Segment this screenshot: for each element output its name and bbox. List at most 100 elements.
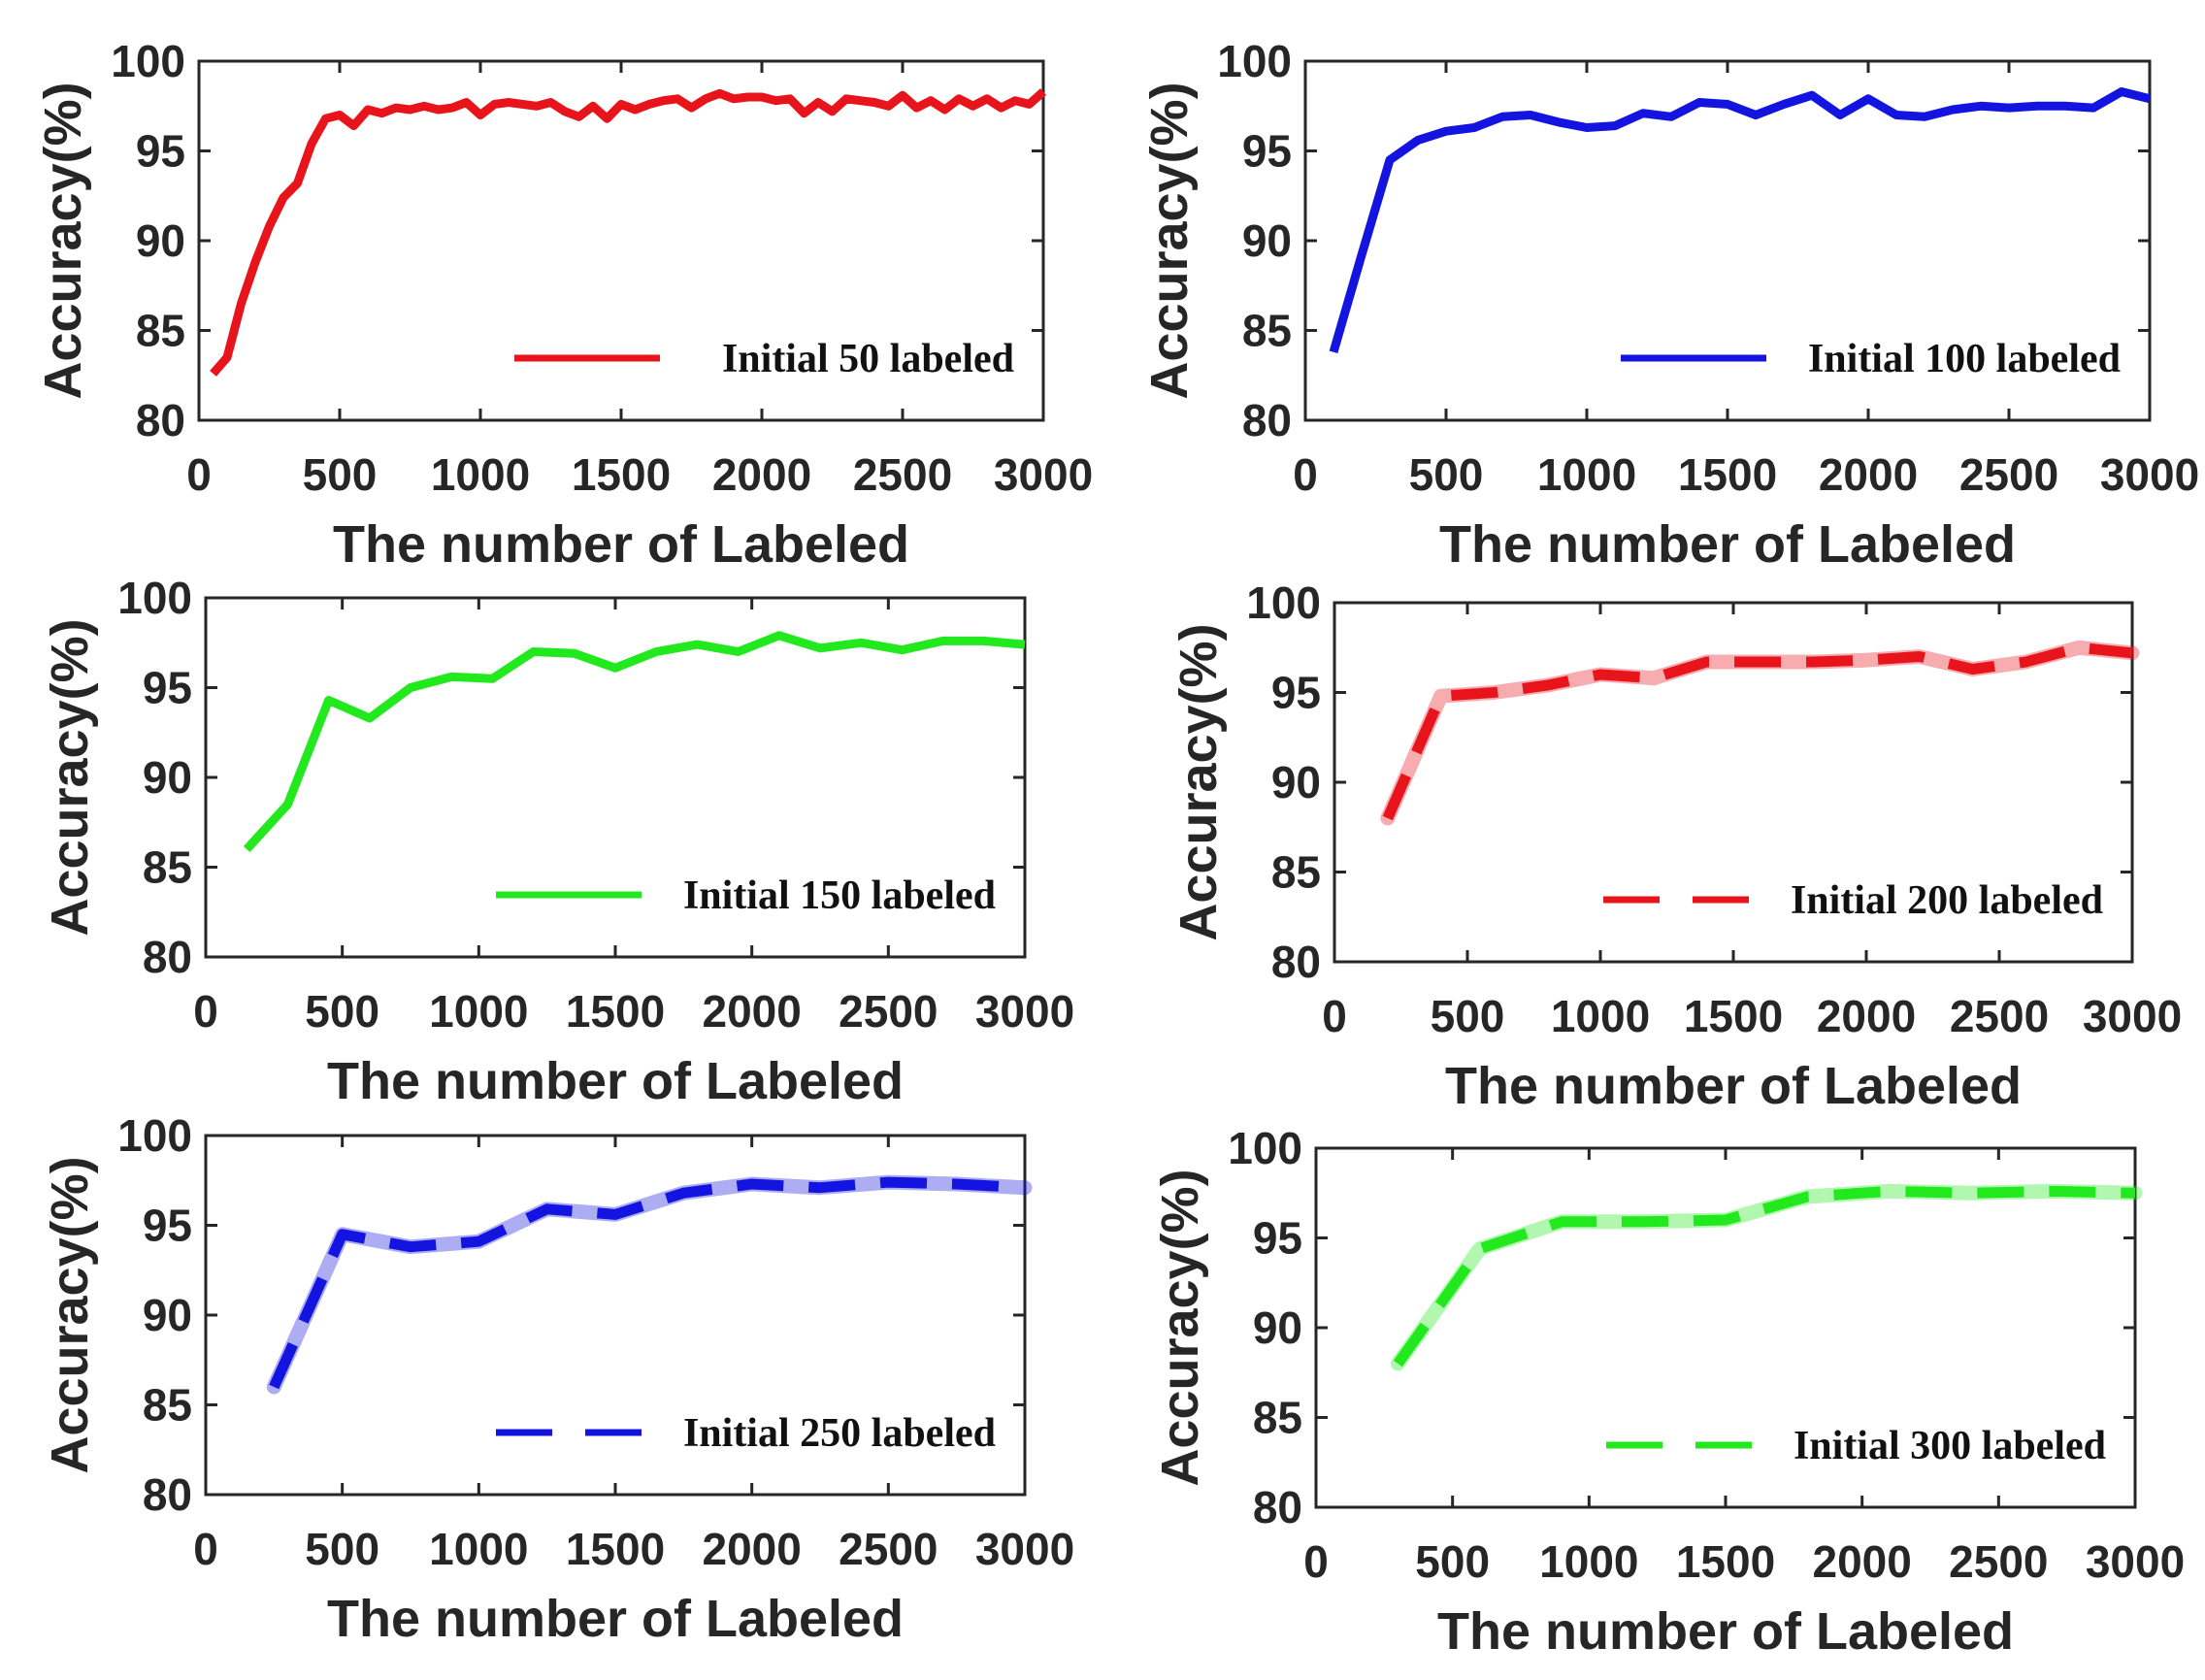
data-point bbox=[619, 102, 623, 106]
y-tick-label: 90 bbox=[1271, 757, 1321, 807]
data-point bbox=[2024, 660, 2027, 664]
data-point bbox=[324, 116, 328, 120]
x-tick-label: 1500 bbox=[566, 1524, 665, 1574]
data-point bbox=[409, 1245, 412, 1249]
data-point bbox=[1866, 97, 1870, 101]
x-tick-label: 2000 bbox=[702, 1524, 801, 1574]
y-tick-label: 95 bbox=[143, 1201, 192, 1251]
y-axis-label: Accuracy(%) bbox=[1140, 82, 1199, 399]
data-point bbox=[1444, 129, 1448, 133]
x-tick-label: 0 bbox=[1322, 991, 1347, 1041]
data-point bbox=[394, 106, 398, 110]
data-point bbox=[1864, 658, 1868, 662]
data-point bbox=[310, 142, 313, 146]
x-tick-label: 2500 bbox=[839, 1524, 938, 1574]
data-point bbox=[718, 91, 722, 95]
data-point bbox=[1782, 102, 1786, 106]
data-point bbox=[1557, 120, 1561, 124]
data-point bbox=[1023, 642, 1027, 646]
x-tick-label: 500 bbox=[305, 1524, 379, 1574]
series-line bbox=[1329, 87, 2152, 353]
data-point bbox=[859, 641, 863, 644]
x-tick-label: 2500 bbox=[839, 986, 938, 1037]
data-point bbox=[886, 1180, 890, 1184]
data-point bbox=[695, 642, 699, 646]
data-point bbox=[577, 115, 581, 118]
data-point bbox=[777, 634, 781, 638]
data-point bbox=[1642, 1220, 1646, 1224]
data-point bbox=[1529, 114, 1532, 117]
data-point bbox=[788, 97, 792, 101]
data-point bbox=[859, 99, 863, 103]
y-tick-label: 85 bbox=[136, 306, 185, 356]
data-point bbox=[957, 97, 961, 101]
data-point bbox=[272, 1385, 276, 1389]
series-line bbox=[1382, 642, 2133, 821]
data-point bbox=[1500, 115, 1504, 118]
data-point bbox=[296, 181, 300, 185]
legend-label: Initial 200 labeled bbox=[1791, 878, 2103, 923]
data-point bbox=[545, 1207, 549, 1211]
data-point bbox=[1697, 101, 1701, 105]
data-point bbox=[1724, 1218, 1728, 1222]
data-point bbox=[1888, 1189, 1892, 1193]
data-point bbox=[1810, 93, 1814, 97]
data-point bbox=[1028, 102, 1032, 106]
x-tick-label: 2000 bbox=[1819, 449, 1918, 500]
x-tick-label: 2500 bbox=[1950, 991, 2049, 1041]
y-tick-label: 100 bbox=[111, 36, 185, 86]
x-tick-label: 1000 bbox=[1539, 1536, 1638, 1587]
y-tick-label: 100 bbox=[1217, 36, 1292, 86]
y-tick-label: 85 bbox=[1242, 306, 1292, 356]
data-point bbox=[1472, 125, 1476, 129]
data-point bbox=[613, 666, 617, 670]
data-point bbox=[341, 1233, 345, 1236]
data-point bbox=[493, 102, 497, 106]
y-tick-label: 80 bbox=[1253, 1482, 1302, 1532]
data-point bbox=[760, 95, 764, 99]
data-point bbox=[1478, 1247, 1482, 1251]
data-point bbox=[818, 1186, 822, 1190]
data-point bbox=[1439, 694, 1443, 698]
data-point bbox=[818, 646, 822, 650]
data-point bbox=[380, 112, 384, 115]
x-axis-label: The number of Labeled bbox=[1445, 1057, 2022, 1115]
x-tick-label: 0 bbox=[1303, 1536, 1329, 1587]
data-point bbox=[1560, 1220, 1563, 1224]
x-tick-label: 1000 bbox=[1537, 449, 1636, 500]
data-point bbox=[2120, 89, 2123, 93]
x-axis-label: The number of Labeled bbox=[327, 1590, 904, 1648]
x-tick-label: 3000 bbox=[975, 986, 1074, 1037]
data-point bbox=[690, 106, 694, 110]
y-tick-label: 80 bbox=[136, 395, 185, 445]
data-point bbox=[634, 108, 638, 112]
series-line-shadow bbox=[266, 1174, 1033, 1395]
data-point bbox=[327, 698, 331, 702]
data-point bbox=[2077, 645, 2081, 649]
x-axis-label: The number of Labeled bbox=[327, 1052, 904, 1110]
data-point bbox=[507, 101, 510, 105]
data-point bbox=[887, 104, 891, 108]
data-point bbox=[662, 99, 666, 103]
series-line bbox=[243, 631, 1026, 853]
x-tick-label: 1000 bbox=[429, 986, 528, 1037]
data-point bbox=[872, 101, 876, 105]
y-tick-label: 100 bbox=[1228, 1123, 1302, 1173]
data-point bbox=[1971, 667, 1975, 671]
data-point bbox=[2052, 1189, 2056, 1193]
data-point bbox=[816, 101, 820, 105]
y-tick-label: 90 bbox=[143, 752, 192, 803]
data-point bbox=[1000, 106, 1004, 110]
data-point bbox=[490, 676, 494, 680]
x-axis-label: The number of Labeled bbox=[333, 515, 909, 574]
data-point bbox=[2007, 106, 2011, 110]
data-point bbox=[1894, 114, 1898, 117]
x-tick-label: 3000 bbox=[2083, 991, 2182, 1041]
data-point bbox=[1979, 104, 1983, 108]
x-tick-label: 3000 bbox=[975, 1524, 1074, 1574]
legend-label: Initial 100 labeled bbox=[1808, 337, 2121, 381]
x-tick-label: 2000 bbox=[1812, 1536, 1911, 1587]
data-point bbox=[1918, 655, 1922, 659]
x-tick-label: 3000 bbox=[2086, 1536, 2185, 1587]
